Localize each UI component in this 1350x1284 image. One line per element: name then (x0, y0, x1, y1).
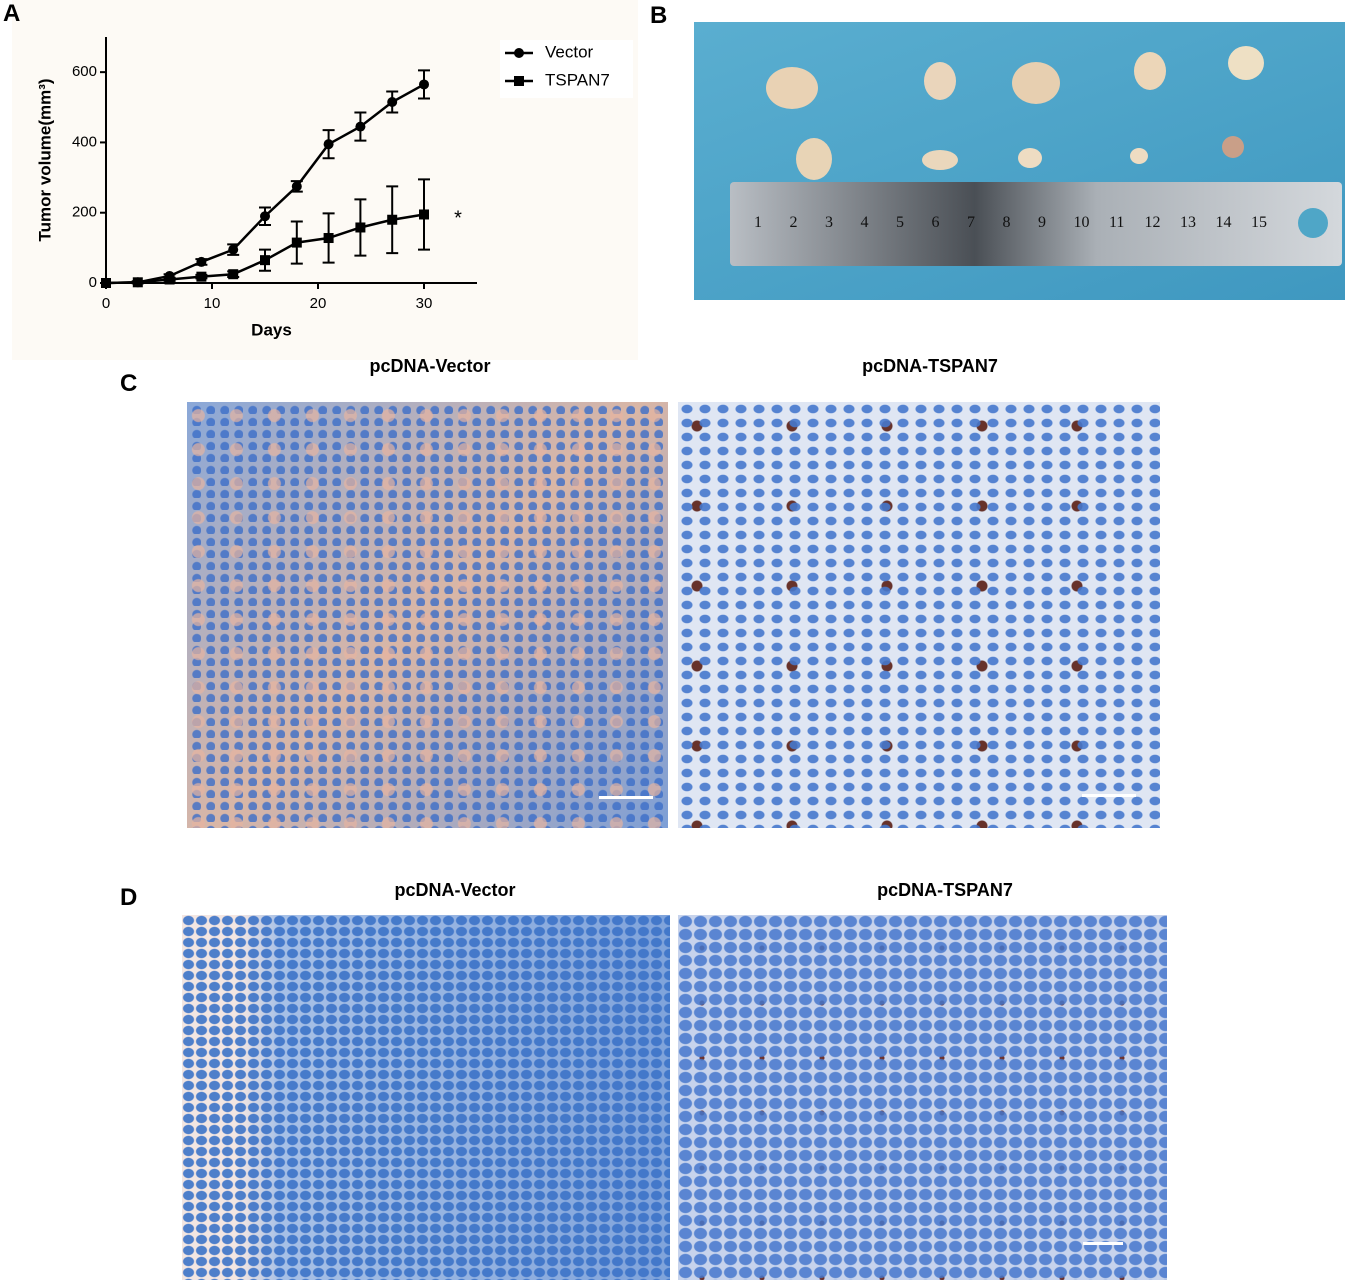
data-point (419, 209, 429, 220)
ihc-image (187, 402, 668, 828)
ruler-number: 11 (1109, 214, 1125, 231)
data-point (228, 269, 239, 280)
ruler-number: 13 (1180, 214, 1196, 231)
legend-marker (514, 48, 524, 58)
panel-label: D (120, 884, 138, 911)
data-point (164, 274, 175, 285)
ruler-number: 1 (754, 214, 762, 231)
ruler-number: 5 (896, 214, 904, 231)
panel-label: C (120, 370, 138, 397)
ruler-number: 9 (1038, 214, 1046, 231)
scale-bar (1082, 794, 1136, 797)
panel-title: pcDNA-Vector (369, 356, 491, 376)
tumor (1012, 62, 1060, 104)
x-axis-label: Days (251, 320, 292, 339)
tumor (924, 62, 956, 100)
ruler-number: 12 (1144, 214, 1161, 231)
y-tick-label: 0 (89, 274, 97, 291)
scale-bar (1083, 1242, 1123, 1245)
data-point (291, 181, 302, 192)
panel-title: pcDNA-TSPAN7 (862, 356, 998, 376)
tumor (1018, 148, 1042, 168)
ruler-number: 4 (860, 214, 869, 231)
legend-label: Vector (545, 42, 594, 61)
tumor-photo: 1 2 3 4 5 6 7 8 9 10 11 12 13 14 15 (694, 22, 1345, 300)
legend-marker (514, 76, 524, 86)
ruler-number: 10 (1073, 214, 1090, 231)
data-point (196, 256, 207, 267)
data-point (355, 121, 366, 132)
tumor (1130, 148, 1148, 164)
legend-label: TSPAN7 (545, 70, 610, 89)
ruler-number: 3 (825, 214, 833, 231)
tumor (796, 138, 832, 180)
ruler-number: 6 (931, 214, 940, 231)
y-tick-label: 400 (72, 133, 97, 150)
tumor (1134, 52, 1166, 90)
data-point (101, 278, 111, 288)
ruler-number: 7 (967, 214, 975, 231)
y-tick-label: 600 (72, 63, 97, 80)
ruler-hole (1298, 208, 1328, 238)
data-point (419, 79, 429, 90)
x-tick-label: 0 (102, 295, 110, 312)
data-point (196, 271, 207, 282)
ruler-number: 14 (1215, 214, 1232, 231)
data-point (387, 97, 398, 108)
data-point (260, 255, 270, 266)
scale-bar (599, 796, 653, 799)
data-point (228, 244, 239, 255)
tumor (766, 67, 818, 109)
data-point (323, 233, 334, 244)
panel-label: B (650, 2, 668, 29)
tumor (1222, 136, 1244, 158)
x-tick-label: 20 (310, 295, 327, 312)
panel-label: A (3, 0, 21, 27)
data-point (132, 277, 143, 288)
ruler-number: 15 (1251, 214, 1267, 231)
data-point (387, 214, 398, 225)
ihc-image (182, 915, 670, 1280)
data-point (291, 237, 302, 248)
ruler: 1 2 3 4 5 6 7 8 9 10 11 12 13 14 15 (730, 182, 1342, 266)
data-point (260, 211, 270, 222)
ruler-number: 8 (1002, 214, 1011, 231)
data-point (323, 139, 334, 150)
tumor (922, 150, 958, 170)
x-tick-label: 10 (204, 295, 221, 312)
annotation: * (454, 207, 462, 229)
data-point (355, 222, 366, 233)
x-tick-label: 30 (416, 295, 433, 312)
tumor (1228, 46, 1264, 80)
y-axis-label: Tumor volume(mm³) (35, 78, 54, 241)
panel-title: pcDNA-TSPAN7 (877, 880, 1013, 900)
ihc-image (678, 915, 1167, 1280)
ihc-image (678, 402, 1160, 828)
panel-title: pcDNA-Vector (394, 880, 516, 900)
y-tick-label: 200 (72, 204, 97, 221)
ruler-number: 2 (789, 214, 798, 231)
chart: 0 200 400 600 0 10 20 30 Days Tumor volume(mm³) * V… (35, 37, 633, 339)
